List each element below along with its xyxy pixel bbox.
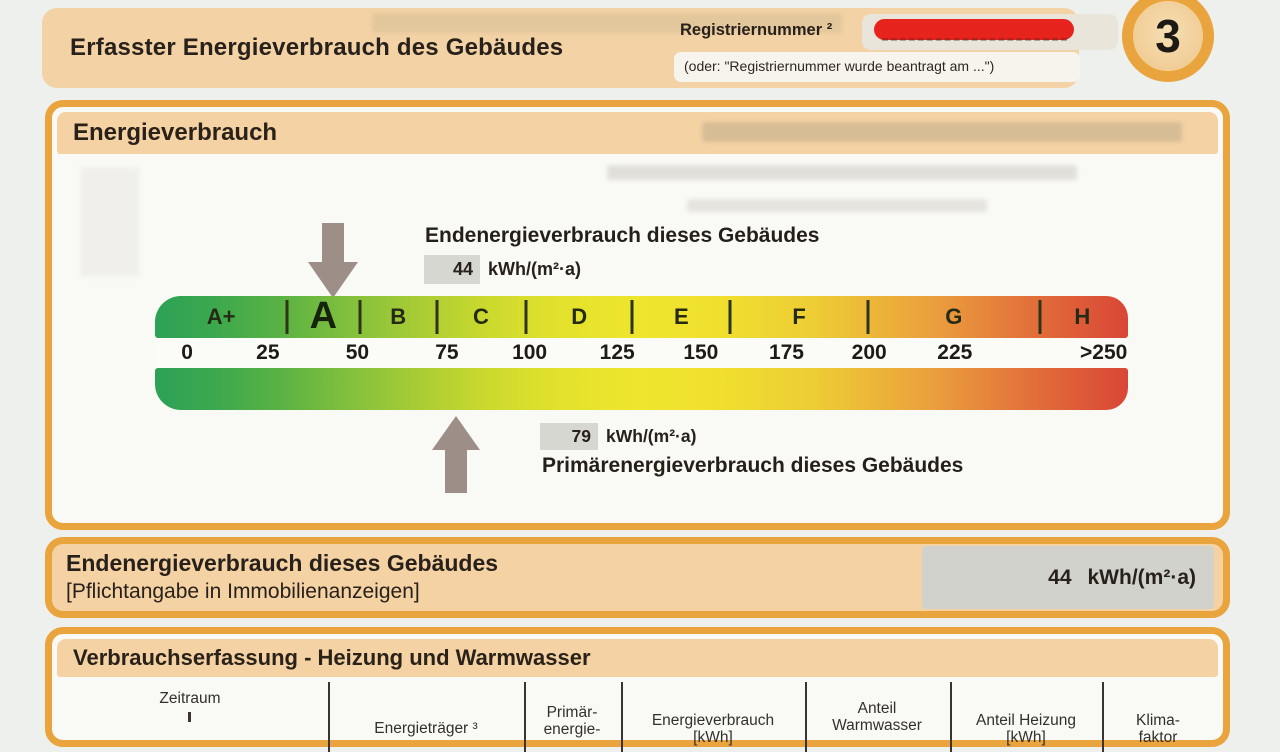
- class-divider: [1038, 300, 1042, 334]
- consumption-panel-header: Verbrauchserfassung - Heizung und Warmwa…: [57, 639, 1218, 677]
- energy-scale: A+ A B C D E F G H 0 25 50 75 100 125 15…: [155, 296, 1128, 410]
- consumption-panel: Verbrauchserfassung - Heizung und Warmwa…: [45, 627, 1230, 752]
- tick-175: 175: [768, 341, 804, 364]
- end-energy-unit: kWh/(m²·a): [488, 259, 581, 279]
- column-header-text: Klima-: [1136, 712, 1180, 729]
- bleed-through-ghost: [687, 199, 987, 212]
- class-c: C: [473, 304, 489, 329]
- tick-50: 50: [345, 341, 370, 364]
- column-header-text: faktor: [1138, 729, 1178, 746]
- table-column-divider: [621, 682, 623, 752]
- primary-energy-value: 79: [571, 426, 591, 446]
- mandatory-title: Endenergieverbrauch dieses Gebäudes: [66, 550, 499, 576]
- class-divider: [630, 300, 634, 334]
- class-divider: [866, 300, 870, 334]
- tick-25: 25: [256, 341, 280, 364]
- energy-scale-class-band: A+ A B C D E F G H: [155, 296, 1128, 338]
- class-divider: [524, 300, 528, 334]
- class-d: D: [571, 304, 588, 329]
- column-header-klimafaktor: Klima- faktor: [1136, 712, 1180, 746]
- column-header-text: Energieträger ³: [374, 720, 478, 737]
- table-column-divider: [950, 682, 952, 752]
- end-energy-arrow-icon: [308, 262, 358, 298]
- end-energy-label: Endenergieverbrauch dieses Gebäudes: [425, 224, 820, 247]
- tick-125: 125: [599, 341, 635, 364]
- column-header-anteil-warmwasser: Anteil Warmwasser: [832, 700, 922, 734]
- bleed-through-ghost: [702, 122, 1182, 142]
- tick-200: 200: [851, 341, 887, 364]
- table-column-divider: [328, 682, 330, 752]
- consumption-panel-title: Verbrauchserfassung - Heizung und Warmwa…: [73, 645, 591, 670]
- class-a-plus: A+: [206, 304, 236, 329]
- column-header-text: [kWh]: [1006, 729, 1046, 746]
- mandatory-value-box: 44 kWh/(m²·a): [922, 546, 1214, 609]
- energy-panel-header: Energieverbrauch: [57, 112, 1218, 154]
- redacted-text-remnant: [882, 38, 1067, 41]
- class-f: F: [792, 304, 806, 329]
- energy-panel-title: Energieverbrauch: [73, 119, 278, 146]
- column-header-anteil-heizung: Anteil Heizung [kWh]: [976, 712, 1076, 746]
- registration-note-box: (oder: "Registriernummer wurde beantragt…: [674, 52, 1080, 82]
- column-header-energieverbrauch: Energieverbrauch [kWh]: [652, 712, 774, 746]
- class-divider: [285, 300, 289, 334]
- primary-energy-value-box: 79: [540, 423, 598, 450]
- table-column-divider: [805, 682, 807, 752]
- tick-gt250: >250: [1080, 341, 1128, 364]
- column-header-text: Anteil Heizung: [976, 712, 1076, 729]
- class-divider: [358, 300, 362, 334]
- tick-0: 0: [181, 341, 193, 364]
- column-header-text: Energieverbrauch: [651, 712, 775, 729]
- bleed-through-ghost: [80, 167, 140, 277]
- end-energy-value-box: 44: [424, 255, 480, 284]
- column-header-text: Zeitraum: [159, 690, 221, 707]
- end-energy-value: 44: [452, 259, 473, 279]
- energy-consumption-panel: Energieverbrauch Endenergieverbrauch die…: [45, 100, 1230, 530]
- table-column-divider: [524, 682, 526, 752]
- tick-100: 100: [512, 341, 548, 364]
- column-header-text: Anteil: [857, 700, 897, 717]
- mandatory-disclosure-panel: Endenergieverbrauch dieses Gebäudes [Pfl…: [45, 537, 1230, 618]
- primary-energy-value-row: 79 kWh/(m²·a): [540, 423, 696, 450]
- registration-note: (oder: "Registriernummer wurde beantragt…: [684, 58, 995, 74]
- energy-scale-gradient-band: [155, 368, 1128, 410]
- mandatory-unit: kWh/(m²·a): [1087, 565, 1197, 589]
- column-header-primaerenergie: Primär- energie-: [544, 704, 601, 738]
- page-number: 3: [1155, 10, 1181, 62]
- page-number-badge: 3: [1122, 0, 1214, 82]
- tick-150: 150: [683, 341, 719, 364]
- primary-energy-arrow-icon: [432, 416, 480, 450]
- end-energy-value-row: 44 kWh/(m²·a): [424, 255, 581, 284]
- column-header-text: [kWh]: [693, 729, 733, 746]
- class-divider: [728, 300, 732, 334]
- zeitraum-arrow-stub: [188, 712, 191, 722]
- table-column-divider: [1102, 682, 1104, 752]
- page-title: Erfasster Energieverbrauch des Gebäudes: [70, 34, 564, 61]
- column-header-text: Primär-: [546, 704, 598, 721]
- class-g: G: [945, 304, 963, 329]
- document-header-band: Erfasster Energieverbrauch des Gebäudes …: [42, 8, 1118, 88]
- column-header-energietraeger: Energieträger ³: [374, 720, 477, 737]
- class-a-highlighted: A: [309, 295, 338, 337]
- column-header-zeitraum: Zeitraum: [159, 690, 220, 707]
- class-b: B: [390, 304, 407, 329]
- column-header-text: energie-: [543, 721, 601, 738]
- bleed-through-ghost: [607, 165, 1077, 180]
- tick-75: 75: [435, 341, 459, 364]
- redaction-bar: [874, 19, 1074, 40]
- bleed-through-ghost: [372, 13, 842, 33]
- class-e: E: [674, 304, 689, 329]
- class-h: H: [1074, 304, 1091, 329]
- tick-225: 225: [937, 341, 973, 364]
- class-divider: [435, 300, 439, 334]
- primary-energy-label: Primärenergieverbrauch dieses Gebäudes: [542, 454, 964, 477]
- primary-energy-unit: kWh/(m²·a): [606, 426, 697, 446]
- energy-scale-tick-strip: 0 25 50 75 100 125 150 175 200 225 >250: [155, 338, 1128, 368]
- mandatory-value: 44: [1048, 565, 1072, 589]
- registration-number-label: Registriernummer ²: [680, 21, 833, 39]
- primary-energy-arrow-shaft: [445, 449, 467, 493]
- end-energy-arrow-shaft: [322, 223, 344, 263]
- mandatory-subtitle: [Pflichtangabe in Immobilienanzeigen]: [66, 580, 420, 603]
